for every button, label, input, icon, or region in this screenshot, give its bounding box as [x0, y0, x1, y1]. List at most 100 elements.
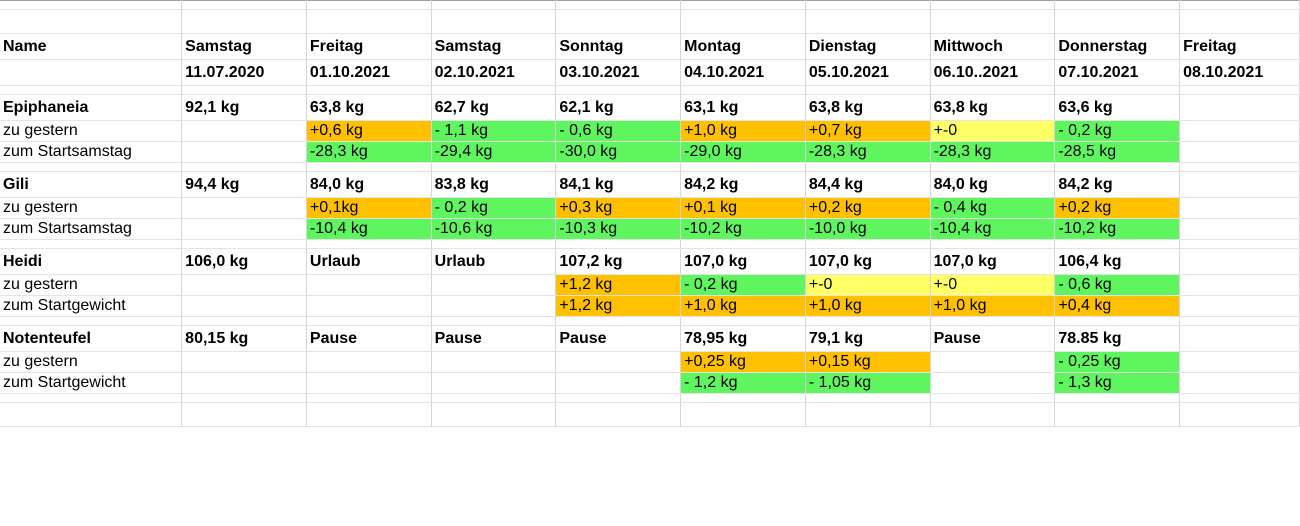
empty-cell[interactable] — [0, 316, 183, 326]
delta-cell[interactable]: -28,3 kg — [930, 141, 1056, 163]
delta-cell[interactable] — [306, 351, 432, 373]
weight-cell[interactable]: Pause — [306, 325, 432, 352]
empty-cell[interactable] — [680, 239, 806, 249]
delta-cell[interactable] — [181, 120, 307, 142]
empty-cell[interactable] — [431, 393, 557, 403]
weight-cell[interactable]: Urlaub — [431, 248, 557, 275]
weight-cell[interactable]: 78.85 kg — [1054, 325, 1181, 352]
delta-cell[interactable] — [930, 372, 1056, 394]
empty-cell[interactable] — [930, 239, 1056, 249]
delta-cell[interactable]: +1,2 kg — [555, 295, 682, 317]
empty-cell[interactable] — [805, 162, 931, 172]
weight-cell[interactable] — [1179, 171, 1300, 198]
delta-cell[interactable]: - 0,6 kg — [555, 120, 682, 142]
weight-cell[interactable]: 80,15 kg — [181, 325, 307, 352]
empty-cell[interactable] — [930, 85, 1056, 95]
header-cell[interactable]: Donnerstag — [1054, 33, 1181, 60]
empty-cell[interactable] — [431, 162, 557, 172]
empty-cell[interactable] — [306, 316, 432, 326]
delta-cell[interactable]: - 1,2 kg — [680, 372, 806, 394]
delta-cell[interactable]: +0,6 kg — [306, 120, 432, 142]
delta-cell[interactable] — [431, 295, 557, 317]
empty-cell[interactable] — [181, 402, 307, 427]
empty-cell[interactable] — [805, 85, 931, 95]
delta-cell[interactable] — [431, 372, 557, 394]
header-cell[interactable]: Freitag — [1179, 33, 1300, 60]
weight-cell[interactable]: 63,8 kg — [306, 94, 432, 121]
weight-cell[interactable]: 94,4 kg — [181, 171, 307, 198]
delta-cell[interactable] — [306, 295, 432, 317]
empty-cell[interactable] — [555, 402, 682, 427]
delta-cell[interactable]: -29,0 kg — [680, 141, 806, 163]
date-cell[interactable]: 07.10.2021 — [1054, 59, 1181, 86]
delta-cell[interactable]: -28,3 kg — [306, 141, 432, 163]
empty-cell[interactable] — [805, 239, 931, 249]
weight-cell[interactable]: 84,0 kg — [930, 171, 1056, 198]
empty-cell[interactable] — [930, 316, 1056, 326]
weight-cell[interactable]: 83,8 kg — [431, 171, 557, 198]
delta-cell[interactable] — [181, 295, 307, 317]
date-cell[interactable]: 11.07.2020 — [181, 59, 307, 86]
empty-cell[interactable] — [1054, 316, 1181, 326]
delta-cell[interactable]: -10,0 kg — [805, 218, 931, 240]
weight-cell[interactable] — [1179, 94, 1300, 121]
weight-cell[interactable]: 79,1 kg — [805, 325, 931, 352]
weight-cell[interactable]: Urlaub — [306, 248, 432, 275]
delta-label-cell[interactable]: zum Startsamstag — [0, 141, 183, 163]
delta-cell[interactable] — [431, 351, 557, 373]
header-cell[interactable]: Dienstag — [805, 33, 931, 60]
delta-label-cell[interactable]: zu gestern — [0, 197, 183, 219]
empty-cell[interactable] — [306, 162, 432, 172]
delta-cell[interactable]: +0,1kg — [306, 197, 432, 219]
delta-cell[interactable]: +0,2 kg — [805, 197, 931, 219]
delta-cell[interactable]: -10,2 kg — [1054, 218, 1181, 240]
empty-cell[interactable] — [680, 393, 806, 403]
empty-cell[interactable] — [555, 239, 682, 249]
delta-cell[interactable] — [181, 274, 307, 296]
delta-cell[interactable] — [1179, 141, 1300, 163]
empty-cell[interactable] — [1179, 239, 1300, 249]
empty-cell[interactable] — [181, 393, 307, 403]
delta-cell[interactable]: -30,0 kg — [555, 141, 682, 163]
weight-cell[interactable] — [1179, 325, 1300, 352]
weight-cell[interactable]: 107,0 kg — [805, 248, 931, 275]
delta-cell[interactable] — [930, 351, 1056, 373]
header-cell[interactable]: Montag — [680, 33, 806, 60]
person-name-cell[interactable]: Notenteufel — [0, 325, 183, 352]
delta-cell[interactable] — [181, 197, 307, 219]
date-cell[interactable] — [0, 59, 183, 86]
date-cell[interactable]: 04.10.2021 — [680, 59, 806, 86]
delta-cell[interactable] — [1179, 120, 1300, 142]
empty-cell[interactable] — [1179, 162, 1300, 172]
person-name-cell[interactable]: Heidi — [0, 248, 183, 275]
delta-cell[interactable]: +0,2 kg — [1054, 197, 1181, 219]
empty-cell[interactable] — [306, 85, 432, 95]
weight-cell[interactable]: 107,0 kg — [930, 248, 1056, 275]
empty-cell[interactable] — [680, 162, 806, 172]
weight-cell[interactable]: 84,2 kg — [1054, 171, 1181, 198]
delta-label-cell[interactable]: zum Startgewicht — [0, 295, 183, 317]
delta-cell[interactable] — [306, 372, 432, 394]
empty-cell[interactable] — [930, 162, 1056, 172]
weight-cell[interactable]: 63,8 kg — [805, 94, 931, 121]
empty-cell[interactable] — [930, 393, 1056, 403]
empty-cell[interactable] — [431, 239, 557, 249]
delta-cell[interactable]: - 0,25 kg — [1054, 351, 1181, 373]
delta-cell[interactable]: - 1,05 kg — [805, 372, 931, 394]
header-cell[interactable]: Mittwoch — [930, 33, 1056, 60]
delta-cell[interactable]: -29,4 kg — [431, 141, 557, 163]
delta-cell[interactable]: +0,15 kg — [805, 351, 931, 373]
delta-cell[interactable]: +0,4 kg — [1054, 295, 1181, 317]
weight-cell[interactable]: 107,2 kg — [555, 248, 682, 275]
delta-cell[interactable]: -10,4 kg — [306, 218, 432, 240]
delta-cell[interactable]: -10,2 kg — [680, 218, 806, 240]
delta-label-cell[interactable]: zu gestern — [0, 351, 183, 373]
delta-cell[interactable] — [1179, 218, 1300, 240]
delta-cell[interactable]: +1,2 kg — [555, 274, 682, 296]
empty-cell[interactable] — [805, 316, 931, 326]
empty-cell[interactable] — [1054, 393, 1181, 403]
weight-cell[interactable]: 84,4 kg — [805, 171, 931, 198]
empty-cell[interactable] — [1054, 162, 1181, 172]
person-name-cell[interactable]: Epiphaneia — [0, 94, 183, 121]
empty-cell[interactable] — [306, 239, 432, 249]
